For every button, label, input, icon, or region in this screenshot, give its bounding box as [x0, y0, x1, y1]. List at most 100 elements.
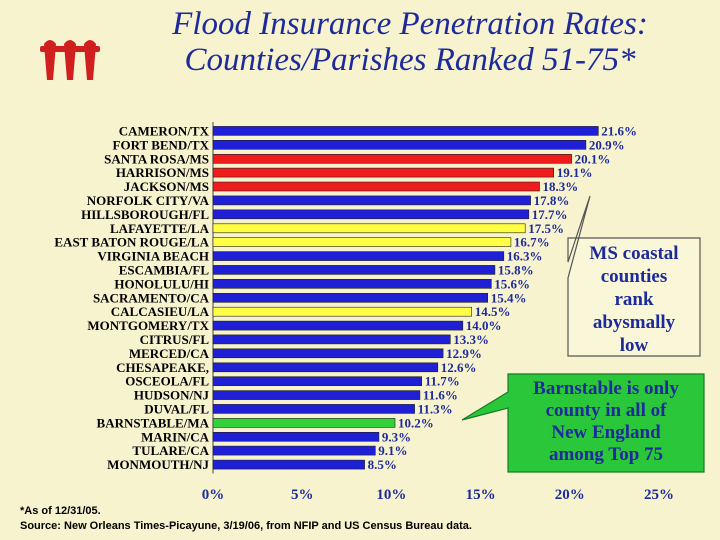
bar: [212, 209, 530, 220]
category-label: CAMERON/TX: [119, 123, 210, 138]
category-label: CHESAPEAKE,: [116, 360, 209, 375]
bar: [212, 348, 444, 359]
x-tick-label: 15%: [466, 487, 496, 503]
category-label: CITRUS/FL: [140, 332, 210, 347]
category-label: HILLSBOROUGH/FL: [81, 207, 209, 222]
ms-callout-line-3: rank: [614, 289, 654, 310]
x-tick-label: 20%: [555, 487, 585, 503]
value-label: 18.3%: [543, 179, 579, 194]
barnstable-callout-line-2: county in all of: [545, 400, 667, 421]
value-label: 12.6%: [441, 360, 477, 375]
iii-logo-icon: [40, 40, 100, 80]
value-label: 15.8%: [498, 262, 534, 277]
category-label: HUDSON/NJ: [134, 388, 210, 403]
category-label: MONMOUTH/NJ: [107, 457, 209, 472]
category-label: HARRISON/MS: [116, 165, 209, 180]
value-label: 11.7%: [425, 374, 460, 389]
value-label: 17.5%: [528, 221, 564, 236]
bar: [212, 265, 496, 275]
footnote-source: Source: New Orleans Times-Picayune, 3/19…: [20, 520, 472, 532]
value-label: 14.0%: [466, 318, 502, 333]
value-label: 19.1%: [557, 165, 593, 180]
category-label: OSCEOLA/FL: [125, 374, 209, 389]
bar: [212, 390, 421, 400]
bar: [212, 459, 365, 470]
bar: [212, 292, 489, 303]
category-label: FORT BEND/TX: [113, 137, 210, 152]
value-label: 11.6%: [423, 388, 458, 403]
category-label: SACRAMENTO/CA: [93, 290, 210, 305]
ms-callout-line-5: low: [619, 335, 649, 356]
footnote-date: *As of 12/31/05.: [20, 505, 101, 517]
category-label: MERCED/CA: [129, 346, 210, 361]
category-label: MONTGOMERY/TX: [87, 318, 209, 333]
bar: [212, 362, 439, 373]
bar: [212, 376, 422, 387]
value-label: 11.3%: [418, 401, 453, 416]
bar: [212, 154, 572, 164]
category-label: TULARE/CA: [132, 443, 209, 458]
bar: [212, 181, 540, 192]
value-label: 8.5%: [368, 457, 397, 472]
bar: [212, 223, 526, 234]
barnstable-callout-line-1: Barnstable is only: [533, 378, 679, 399]
bar: [212, 334, 451, 345]
x-tick-label: 0%: [202, 487, 225, 503]
bar: [212, 404, 415, 414]
footnote: *As of 12/31/05. Source: New Orleans Tim…: [20, 504, 472, 534]
bar: [212, 431, 380, 442]
ms-callout-line-2: counties: [600, 266, 668, 287]
bar: [212, 306, 473, 317]
value-label: 12.9%: [446, 346, 482, 361]
category-label: MARIN/CA: [141, 429, 209, 444]
value-label: 9.3%: [382, 429, 411, 444]
value-label: 17.8%: [534, 193, 570, 208]
category-label: DUVAL/FL: [144, 401, 209, 416]
value-label: 20.1%: [575, 151, 611, 166]
value-label: 16.3%: [507, 249, 543, 264]
category-label: SANTA ROSA/MS: [104, 151, 209, 166]
barnstable-callout-box: [461, 373, 705, 473]
ms-callout-line-1: MS coastal: [589, 243, 679, 264]
barnstable-callout-line-3: New England: [551, 422, 661, 443]
category-label: ESCAMBIA/FL: [119, 262, 210, 277]
x-tick-label: 5%: [291, 487, 314, 503]
category-label: VIRGINIA BEACH: [97, 249, 209, 264]
bar: [212, 237, 512, 247]
barnstable-callout-line-4: among Top 75: [548, 444, 664, 465]
category-label: NORFOLK CITY/VA: [87, 193, 210, 208]
value-label: 13.3%: [453, 332, 489, 347]
value-label: 21.6%: [601, 123, 637, 138]
value-label: 16.7%: [514, 235, 550, 250]
bar: [212, 126, 599, 136]
x-tick-label: 25%: [644, 487, 674, 503]
barnstable-callout-text: Barnstable is only county in all of New …: [508, 378, 704, 466]
ms-callout-line-4: abysmally: [592, 312, 676, 333]
category-label: HONOLULU/HI: [114, 276, 209, 291]
value-label: 15.4%: [491, 290, 527, 305]
value-label: 15.6%: [494, 276, 530, 291]
ms-callout-text: MS coastal counties rank abysmally low: [570, 242, 698, 357]
bar: [212, 195, 531, 206]
bar: [212, 278, 492, 289]
category-label: BARNSTABLE/MA: [97, 415, 210, 430]
bar: [212, 320, 464, 331]
bar: [212, 445, 376, 456]
title-line-1: Flood Insurance Penetration Rates:: [172, 6, 648, 42]
value-label: 20.9%: [589, 137, 625, 152]
value-label: 9.1%: [378, 443, 407, 458]
value-label: 14.5%: [475, 304, 511, 319]
category-label: LAFAYETTE/LA: [110, 221, 210, 236]
bar: [212, 140, 587, 150]
title-line-2: Counties/Parishes Ranked 51-75*: [184, 42, 636, 78]
slide-title: Flood Insurance Penetration Rates: Count…: [110, 6, 710, 78]
bar: [212, 251, 505, 261]
x-tick-label: 10%: [376, 487, 406, 503]
ms-callout-box: [567, 195, 701, 357]
category-label: JACKSON/MS: [124, 179, 209, 194]
value-label: 17.7%: [532, 207, 568, 222]
category-label: CALCASIEU/LA: [111, 304, 210, 319]
category-label: EAST BATON ROUGE/LA: [54, 235, 209, 250]
bar: [212, 418, 396, 428]
